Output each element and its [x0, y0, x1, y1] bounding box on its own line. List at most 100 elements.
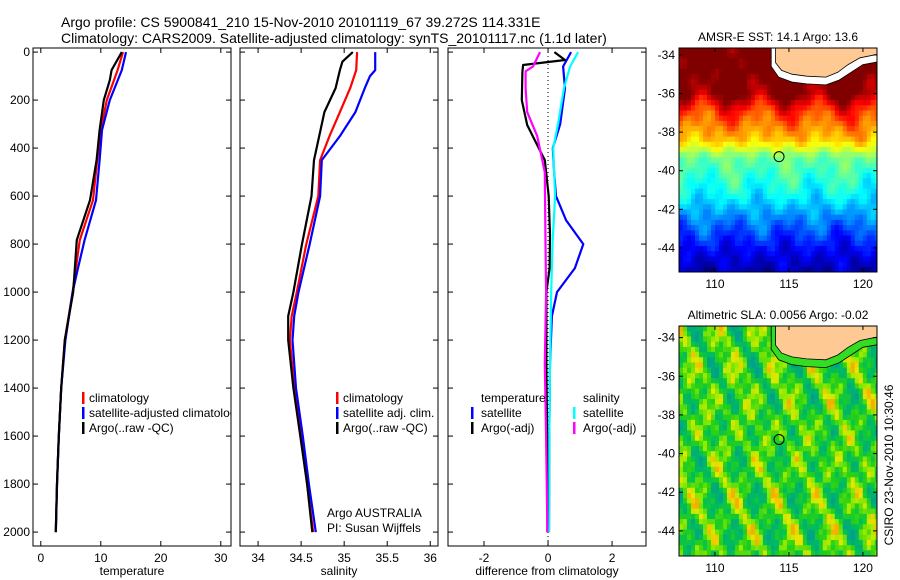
- map-cell: [810, 178, 816, 184]
- map-cell: [786, 524, 792, 531]
- map-cell: [842, 136, 848, 143]
- map-cell: [838, 513, 844, 520]
- map-cell: [742, 498, 748, 504]
- map-cell: [750, 120, 756, 127]
- map-cell: [830, 157, 836, 164]
- map-cell: [834, 152, 840, 158]
- map-cell: [742, 341, 748, 348]
- map-cell: [830, 493, 836, 499]
- y-tick-label: 1600: [3, 429, 30, 443]
- map-cell: [715, 540, 720, 546]
- map-cell: [762, 74, 768, 80]
- map-cell: [786, 126, 792, 132]
- map-cell: [707, 89, 712, 96]
- map-cell: [846, 126, 852, 132]
- map-cell: [711, 513, 716, 520]
- map-cell: [707, 188, 712, 195]
- map-cell: [750, 383, 756, 390]
- map-cell: [798, 383, 804, 390]
- map-cell: [831, 272, 836, 278]
- map-cell: [830, 435, 836, 442]
- map-cell: [870, 524, 876, 531]
- map-cell: [754, 79, 760, 86]
- map-cell: [723, 477, 728, 484]
- map-cell: [822, 199, 828, 205]
- map-cell: [798, 487, 804, 494]
- map-cell: [838, 435, 844, 442]
- map-cell: [762, 261, 768, 268]
- map-cell: [823, 272, 828, 278]
- map-cell: [738, 461, 744, 468]
- map-cell: [726, 219, 732, 226]
- legend-label: Argo(..raw -QC): [89, 421, 174, 435]
- map-cell: [802, 498, 808, 504]
- map-cell: [762, 383, 768, 390]
- map-cell: [770, 204, 776, 211]
- map-cell: [679, 131, 684, 138]
- map-cell: [758, 393, 764, 400]
- map-cell: [707, 404, 712, 411]
- map-cell: [691, 74, 696, 80]
- map-cell: [766, 404, 772, 411]
- map-cell: [826, 110, 832, 117]
- map-cell: [738, 430, 744, 437]
- map-cell: [838, 89, 844, 96]
- map-cell: [715, 446, 720, 452]
- map-cell: [735, 561, 740, 567]
- map-cell: [810, 388, 816, 395]
- map-cell: [834, 225, 840, 231]
- map-cell: [758, 472, 764, 478]
- map-cell: [726, 545, 732, 551]
- map-cell: [874, 498, 877, 504]
- map-cell: [754, 214, 760, 221]
- map-cell: [734, 48, 740, 54]
- map-cell: [874, 173, 877, 179]
- map-cell: [858, 493, 864, 499]
- legend-label: satellite-adjusted climatology: [89, 406, 242, 420]
- map-cell: [750, 167, 756, 174]
- map-cell: [850, 256, 856, 263]
- profile-panel-2: 34 34.5 35 35.5 36salinityclimatologysatelli…: [239, 47, 439, 578]
- map-cell: [699, 435, 704, 442]
- map-cell: [734, 378, 740, 384]
- map-cell: [854, 404, 860, 411]
- map-cell: [691, 336, 696, 343]
- map-cell: [838, 493, 844, 499]
- map-cell: [850, 193, 856, 200]
- map-cell: [699, 341, 704, 348]
- map-cell: [874, 540, 877, 546]
- map-cell: [778, 446, 784, 452]
- map-cell: [830, 141, 836, 148]
- map-cell: [738, 214, 744, 221]
- map-cell: [703, 430, 708, 437]
- map-cell: [858, 393, 864, 400]
- map-cell: [874, 152, 877, 158]
- map-cell: [866, 74, 872, 80]
- map-cell: [695, 383, 700, 390]
- map-cell: [726, 425, 732, 431]
- map-cell: [762, 162, 768, 169]
- map-cell: [838, 404, 844, 411]
- map-cell: [738, 519, 744, 525]
- map-cell: [830, 508, 836, 515]
- map-cell: [703, 435, 708, 442]
- map-cell: [683, 183, 688, 190]
- map-cell: [806, 383, 812, 390]
- map-cell: [810, 256, 816, 263]
- map-cell: [758, 529, 764, 536]
- map-cell: [726, 451, 732, 457]
- map-cell: [834, 115, 840, 122]
- map-cell: [794, 435, 800, 442]
- map-cell: [699, 529, 704, 536]
- map-cell: [719, 48, 724, 54]
- map-cell: [818, 482, 824, 489]
- map-cell: [874, 74, 877, 80]
- map-cell: [683, 393, 688, 400]
- map-cell: [746, 235, 752, 242]
- map-cell: [858, 105, 864, 112]
- map-cell: [726, 352, 732, 358]
- map-cell: [842, 367, 848, 374]
- map-cell: [866, 545, 872, 551]
- map-cell: [822, 498, 828, 504]
